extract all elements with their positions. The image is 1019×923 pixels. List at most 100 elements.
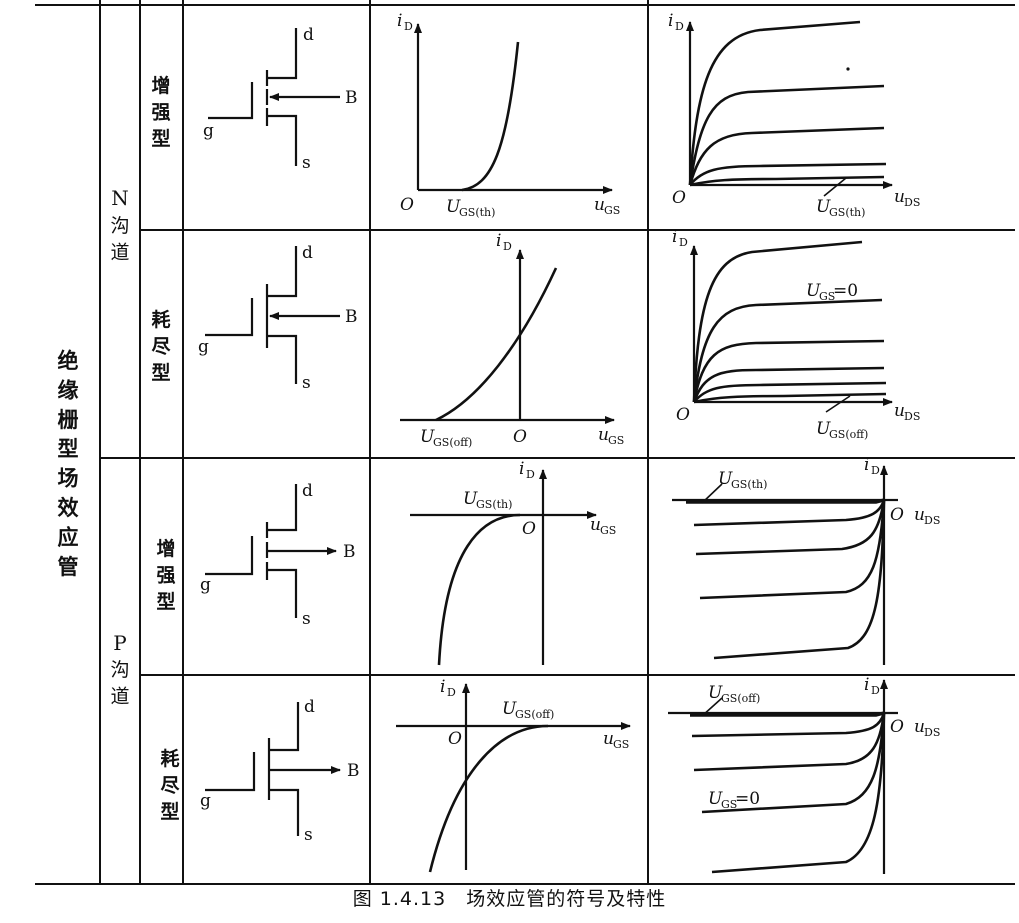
- symbol-p-enhancement: [205, 484, 337, 618]
- origin-label: O: [522, 519, 536, 539]
- label-u: U: [463, 489, 478, 509]
- terminal-d: d: [304, 697, 315, 717]
- axis-uds-sub: DS: [924, 514, 940, 527]
- axis-id-sub: D: [675, 20, 684, 33]
- terminal-g: g: [203, 121, 214, 141]
- label-ugs-zero-sub: GS: [819, 290, 835, 303]
- transfer-n-enh-labels: i D O U GS(th) u GS: [397, 11, 620, 219]
- type-label-p-enh: 增强型: [156, 537, 175, 613]
- transfer-p-enhancement: [410, 469, 597, 666]
- label-ugs-th-sub: GS(th): [731, 478, 767, 491]
- terminal-s: s: [304, 825, 313, 845]
- axis-id-symbol: i: [397, 11, 402, 31]
- output-p-enh-labels: i D O U GS(th) u DS: [718, 455, 940, 527]
- origin-label: O: [676, 405, 690, 425]
- axis-uds-symbol: u: [894, 401, 905, 421]
- axis-uds-symbol: u: [914, 505, 925, 525]
- transfer-p-dep-labels: i D O U GS(off) u GS: [440, 677, 629, 751]
- axis-uds-sub: DS: [904, 196, 920, 209]
- axis-uds-sub: DS: [904, 410, 920, 423]
- origin-label: O: [448, 729, 462, 749]
- label-u: U: [718, 469, 733, 489]
- axis-ugs-sub: GS: [613, 738, 629, 751]
- terminal-b: B: [347, 761, 360, 781]
- transfer-p-depletion: [396, 683, 631, 873]
- axis-id-sub: D: [404, 20, 413, 33]
- terminal-b: B: [345, 307, 358, 327]
- symbol-p-depletion: [205, 702, 341, 836]
- axis-id-sub: D: [871, 464, 880, 477]
- axis-id-sub: D: [503, 240, 512, 253]
- label-ugs-zero-val: =0: [833, 281, 858, 301]
- label-ugs-th-sub: GS(th): [829, 206, 865, 219]
- speck: [846, 67, 850, 71]
- transfer-n-dep-labels: i D O U GS(off) u GS: [420, 231, 624, 449]
- label-u: U: [708, 789, 723, 809]
- terminal-g: g: [198, 337, 209, 357]
- terminal-s: s: [302, 373, 311, 393]
- label-u: U: [446, 197, 461, 217]
- n-channel-label: 沟道: [110, 215, 129, 264]
- terminal-d: d: [302, 481, 313, 501]
- axis-id-symbol: i: [519, 459, 524, 479]
- output-n-dep-labels: i D O U GS =0 U GS(off) u DS: [672, 227, 920, 441]
- label-ugs-off-sub: GS(off): [721, 692, 760, 705]
- axis-id-sub: D: [871, 684, 880, 697]
- label-u: U: [502, 699, 517, 719]
- transfer-n-enhancement: [414, 23, 613, 194]
- axis-id-symbol: i: [864, 675, 869, 695]
- transfer-n-depletion: [400, 249, 615, 424]
- output-p-enhancement: [672, 465, 898, 665]
- label-ugs-off-sub: GS(off): [515, 708, 554, 721]
- label-u: U: [816, 197, 831, 217]
- axis-id-symbol: i: [672, 227, 677, 247]
- label-u: U: [806, 281, 821, 301]
- label-u: U: [708, 683, 723, 703]
- type-label-n-dep: 耗尽型: [151, 309, 171, 384]
- terminal-s: s: [302, 153, 311, 173]
- terminal-s: s: [302, 609, 311, 629]
- label-ugs-off-sub: GS(off): [433, 436, 472, 449]
- axis-uds-symbol: u: [894, 187, 905, 207]
- n-channel-type: N: [111, 186, 129, 210]
- axis-ugs-symbol: u: [590, 515, 601, 535]
- label-ugs-off-sub: GS(off): [829, 428, 868, 441]
- table-grid: [35, 0, 1015, 885]
- type-label-p-dep: 耗尽型: [160, 748, 180, 823]
- axis-id-sub: D: [526, 468, 535, 481]
- axis-ugs-sub: GS: [608, 434, 624, 447]
- type-label-n-enh: 增强型: [151, 74, 170, 150]
- axis-id-sub: D: [679, 236, 688, 249]
- origin-label: O: [672, 188, 686, 208]
- terminal-b: B: [343, 542, 356, 562]
- origin-label: O: [513, 427, 527, 447]
- label-ugs-zero-val: =0: [735, 789, 760, 809]
- label-u: U: [420, 427, 435, 447]
- transfer-p-enh-labels: i D O U GS(th) u GS: [463, 459, 616, 539]
- figure-caption: 图 1.4.13 场效应管的符号及特性: [352, 888, 667, 910]
- axis-id-symbol: i: [440, 677, 445, 697]
- axis-id-sub: D: [447, 686, 456, 699]
- output-p-dep-labels: i D O U GS(off) U GS =0 u DS: [708, 675, 940, 811]
- axis-id-symbol: i: [668, 11, 673, 31]
- terminal-g: g: [200, 791, 211, 811]
- label-ugs-th-sub: GS(th): [459, 206, 495, 219]
- axis-ugs-symbol: u: [603, 729, 614, 749]
- terminal-d: d: [303, 25, 314, 45]
- axis-id-symbol: i: [496, 231, 501, 251]
- axis-ugs-sub: GS: [600, 524, 616, 537]
- symbol-n-depletion: [205, 246, 340, 384]
- axis-ugs-sub: GS: [604, 204, 620, 217]
- terminal-b: B: [345, 88, 358, 108]
- p-channel-type: P: [113, 631, 126, 655]
- terminal-g: g: [200, 575, 211, 595]
- axis-uds-sub: DS: [924, 726, 940, 739]
- origin-label: O: [890, 717, 904, 737]
- output-n-depletion: [690, 240, 893, 413]
- p-channel-label: 沟道: [110, 659, 129, 708]
- axis-ugs-symbol: u: [598, 425, 609, 445]
- output-p-depletion: [668, 679, 898, 874]
- label-ugs-th-sub: GS(th): [476, 498, 512, 511]
- category-label: 绝缘栅型场效应管: [58, 349, 79, 579]
